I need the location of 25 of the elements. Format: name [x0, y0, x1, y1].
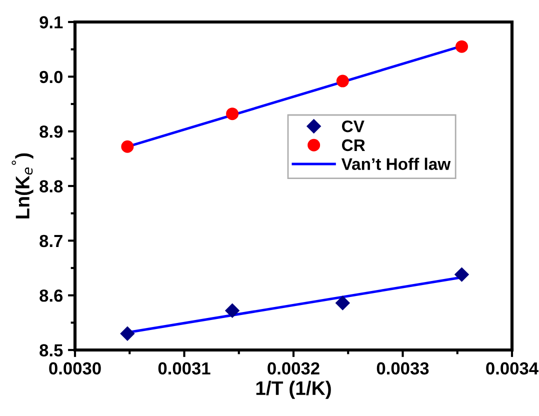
legend-label: CV: [342, 120, 364, 132]
x-tick-label: 0.0033: [376, 362, 429, 375]
y-tick-label: 8.9: [40, 126, 63, 138]
y-tick-label: 9.1: [40, 16, 63, 28]
y-tick-label: 8.6: [40, 290, 63, 302]
x-tick-label: 0.0030: [49, 362, 101, 375]
y-tick-label: 8.8: [40, 180, 63, 192]
point: [225, 304, 240, 318]
legend-label: Van’t Hoff law: [341, 158, 451, 170]
y-tick-label: 8.5: [40, 344, 63, 356]
point: [454, 267, 469, 282]
point: [226, 108, 239, 120]
legend-label: CR: [342, 139, 366, 152]
x-tick-label: 0.0031: [158, 362, 210, 375]
x-axis-title: 1/T (1/K): [256, 380, 331, 399]
y-tick-label: 8.7: [40, 234, 62, 248]
point: [336, 296, 350, 310]
point: [455, 40, 468, 53]
x-tick-label: 0.0032: [268, 362, 320, 375]
point: [121, 140, 134, 153]
y-tick-label: 9.0: [40, 70, 62, 84]
y-axis-title: Ln(K$_{e}$$^{°}$): [12, 153, 34, 218]
x-tick-label: 0.0034: [486, 362, 538, 375]
point: [336, 74, 349, 88]
point: [120, 326, 135, 341]
